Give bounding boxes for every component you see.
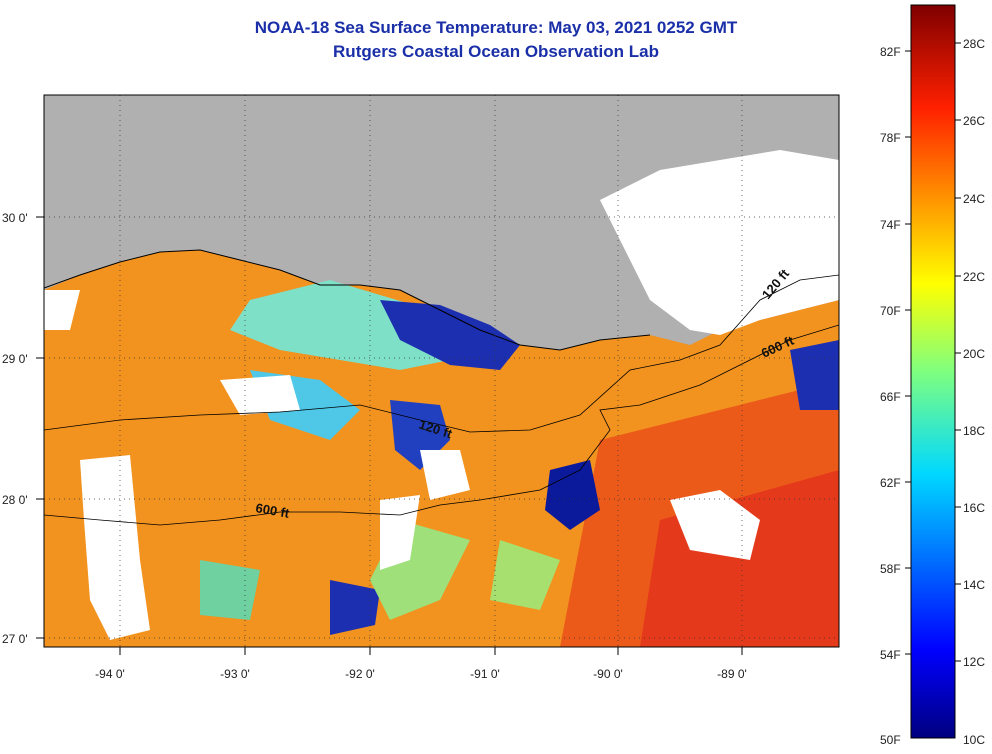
cold-patch-nearshore	[380, 300, 520, 370]
colorbar-c-label: 28C	[963, 37, 985, 51]
colorbar-c-label: 10C	[963, 733, 985, 747]
cloud-no-data	[80, 455, 150, 640]
colorbar-f-label: 74F	[880, 218, 901, 232]
colorbar-f-label: 50F	[880, 733, 901, 747]
x-tick-label: -93 0'	[220, 667, 250, 681]
coastline	[44, 249, 651, 351]
colorbar-f-label: 82F	[880, 45, 901, 59]
x-tick-label: -94 0'	[95, 667, 125, 681]
land-mass	[44, 95, 839, 350]
colorbar-c-label: 12C	[963, 655, 985, 669]
colorbar-f-label: 78F	[880, 131, 901, 145]
sst-map	[44, 95, 839, 647]
colorbar-c-label: 20C	[963, 347, 985, 361]
delta-no-data	[600, 150, 839, 335]
y-tick-label: 30 0'	[2, 211, 28, 225]
x-tick-label: -92 0'	[345, 667, 375, 681]
colorbar-ticks	[905, 42, 961, 662]
colorbar-c-label: 24C	[963, 192, 985, 206]
axis-ticks	[36, 216, 743, 655]
contour-120ft	[44, 274, 839, 433]
y-tick-label: 29 0'	[2, 352, 28, 366]
map-border	[43, 94, 840, 648]
colorbar-f-label: 70F	[880, 304, 901, 318]
colorbar-c-label: 14C	[963, 578, 985, 592]
colorbar-c-label: 18C	[963, 424, 985, 438]
contour-600ft	[44, 324, 839, 526]
colorbar-f-label: 66F	[880, 390, 901, 404]
colorbar	[910, 4, 956, 739]
x-tick-label: -91 0'	[470, 667, 500, 681]
x-tick-label: -90 0'	[593, 667, 623, 681]
colorbar-c-label: 26C	[963, 114, 985, 128]
x-tick-label: -89 0'	[717, 667, 747, 681]
figure-title: NOAA-18 Sea Surface Temperature: May 03,…	[0, 16, 992, 64]
title-line-2: Rutgers Coastal Ocean Observation Lab	[333, 42, 659, 61]
title-line-1: NOAA-18 Sea Surface Temperature: May 03,…	[254, 18, 738, 37]
colorbar-c-label: 16C	[963, 501, 985, 515]
colorbar-f-label: 58F	[880, 562, 901, 576]
cold-patch-offshore	[545, 460, 600, 530]
colorbar-c-label: 22C	[963, 270, 985, 284]
y-tick-label: 28 0'	[2, 493, 28, 507]
colorbar-f-label: 54F	[880, 648, 901, 662]
graticule	[44, 95, 839, 647]
contour-label-600-west: 600 ft	[254, 500, 291, 521]
colorbar-f-label: 62F	[880, 476, 901, 490]
y-tick-label: 27 0'	[2, 632, 28, 646]
